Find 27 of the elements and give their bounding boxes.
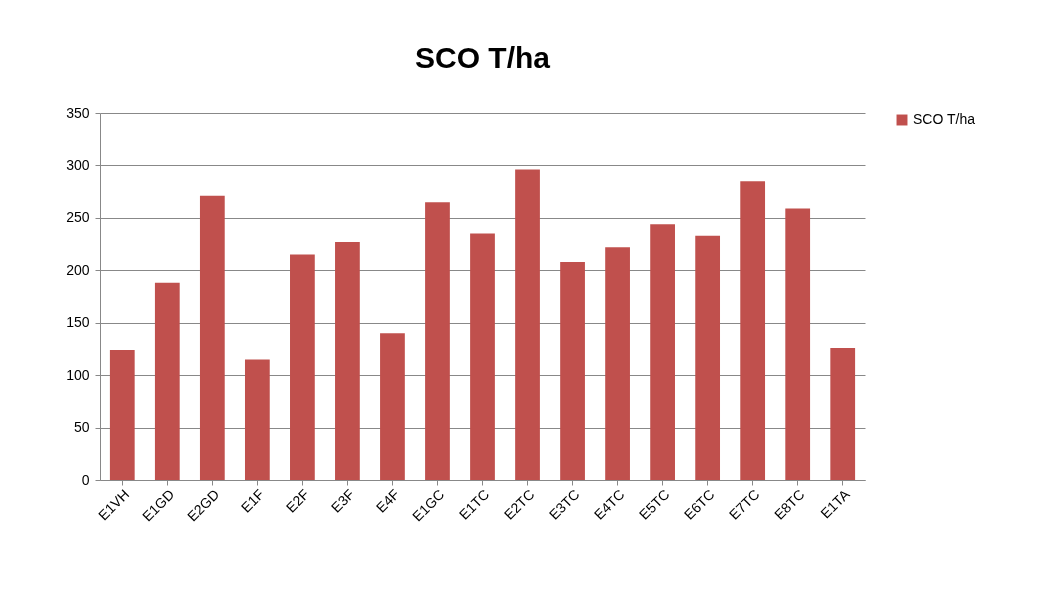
bar [605, 247, 630, 480]
y-tick-label: 300 [66, 156, 90, 173]
y-tick-label: 350 [66, 104, 90, 121]
bar [244, 359, 270, 480]
bar [109, 349, 135, 480]
chart-title: SCO T/ha [414, 41, 551, 74]
bar [290, 254, 315, 480]
bar [740, 181, 766, 480]
legend-label: SCO T/ha [913, 111, 976, 127]
y-tick-label: 100 [66, 366, 90, 383]
bar [380, 333, 405, 480]
bar [470, 233, 495, 480]
bar [830, 347, 856, 480]
bar [425, 202, 450, 480]
y-tick-label: 150 [66, 314, 90, 331]
y-tick-label: 50 [73, 419, 90, 436]
bar [695, 235, 721, 480]
bar [515, 169, 540, 480]
bar [199, 195, 225, 480]
y-tick-label: 0 [81, 471, 90, 488]
y-tick-label: 250 [66, 209, 90, 226]
bar [785, 208, 811, 480]
bar [335, 241, 360, 480]
bar [650, 224, 675, 480]
y-tick-label: 200 [66, 261, 90, 278]
bar [560, 261, 585, 480]
bar [154, 282, 180, 480]
